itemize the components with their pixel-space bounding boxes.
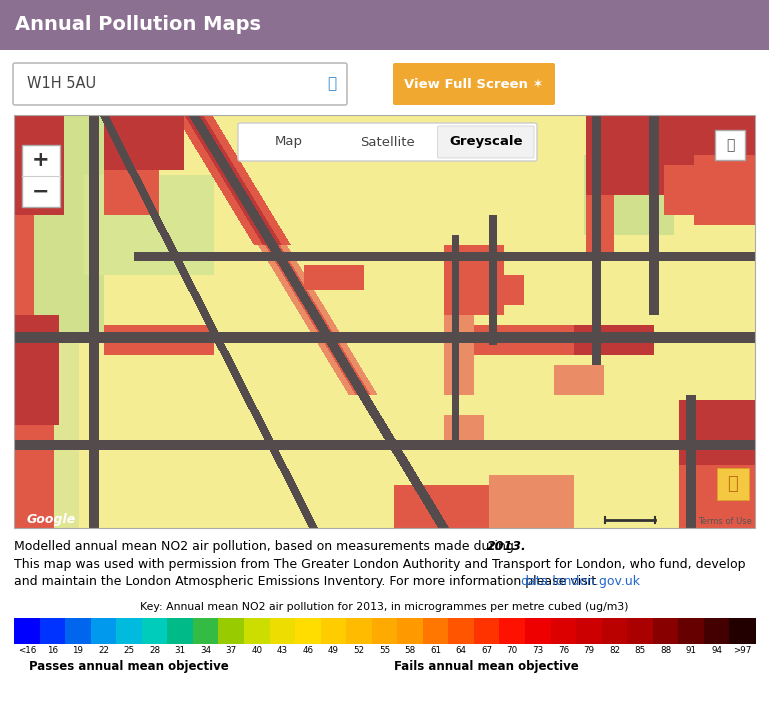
Bar [423, 618, 449, 644]
Bar [0, 0, 769, 50]
Text: 91: 91 [686, 646, 697, 655]
Bar [601, 618, 628, 644]
Text: <16: <16 [18, 646, 36, 655]
Bar [500, 618, 525, 644]
Text: 88: 88 [660, 646, 671, 655]
Text: +: + [32, 150, 50, 170]
Bar [653, 618, 679, 644]
Text: 🔍: 🔍 [327, 77, 336, 92]
Text: 82: 82 [609, 646, 620, 655]
FancyBboxPatch shape [238, 123, 537, 161]
Bar [576, 618, 602, 644]
Text: −: − [32, 182, 50, 202]
Text: 76: 76 [558, 646, 569, 655]
Bar [730, 618, 755, 644]
Text: 🚶: 🚶 [727, 475, 738, 493]
Bar [116, 618, 142, 644]
FancyBboxPatch shape [438, 126, 534, 158]
Text: 40: 40 [251, 646, 262, 655]
Text: 28: 28 [149, 646, 160, 655]
Bar [704, 618, 730, 644]
Text: 2013.: 2013. [487, 540, 527, 553]
Bar [218, 618, 245, 644]
Text: and maintain the London Atmospheric Emissions Inventory. For more information pl: and maintain the London Atmospheric Emis… [14, 575, 600, 588]
Text: 73: 73 [532, 646, 544, 655]
Text: 79: 79 [584, 646, 594, 655]
Bar [398, 618, 423, 644]
Text: 61: 61 [430, 646, 441, 655]
Text: Annual Pollution Maps: Annual Pollution Maps [15, 16, 261, 34]
Text: Satellite: Satellite [360, 136, 414, 149]
Text: Map: Map [275, 136, 303, 149]
Bar [269, 618, 295, 644]
Bar [22, 145, 60, 207]
Text: >97: >97 [733, 646, 751, 655]
Bar [715, 130, 745, 160]
Bar [448, 618, 474, 644]
Text: Key: Annual mean NO2 air pollution for 2013, in microgrammes per metre cubed (ug: Key: Annual mean NO2 air pollution for 2… [140, 602, 629, 612]
Text: 64: 64 [456, 646, 467, 655]
Bar [551, 618, 577, 644]
Text: Passes annual mean objective: Passes annual mean objective [29, 660, 229, 673]
Text: View Full Screen ✶: View Full Screen ✶ [404, 77, 544, 91]
Bar [14, 115, 755, 528]
Text: W1H 5AU: W1H 5AU [27, 77, 96, 92]
FancyBboxPatch shape [393, 63, 555, 105]
Text: 70: 70 [507, 646, 518, 655]
Bar [168, 618, 193, 644]
Text: 85: 85 [634, 646, 646, 655]
Text: 94: 94 [711, 646, 722, 655]
Text: 37: 37 [225, 646, 237, 655]
Text: 58: 58 [404, 646, 416, 655]
Text: This map was used with permission from The Greater London Authority and Transpor: This map was used with permission from T… [14, 558, 745, 571]
Text: 22: 22 [98, 646, 109, 655]
Text: Terms of Use: Terms of Use [698, 516, 752, 526]
Text: 19: 19 [72, 646, 83, 655]
Bar [295, 618, 321, 644]
Bar [628, 618, 654, 644]
Bar [65, 618, 92, 644]
Bar [474, 618, 500, 644]
Text: Google: Google [27, 513, 76, 526]
Bar [321, 618, 347, 644]
Bar [193, 618, 219, 644]
Text: Fails annual mean objective: Fails annual mean objective [394, 660, 579, 673]
Bar [525, 618, 551, 644]
Bar [244, 618, 270, 644]
Text: Greyscale: Greyscale [449, 136, 523, 149]
Text: 67: 67 [481, 646, 492, 655]
Text: 55: 55 [379, 646, 390, 655]
Text: 16: 16 [47, 646, 58, 655]
Bar [39, 618, 65, 644]
Text: 46: 46 [302, 646, 313, 655]
Text: data.london.gov.uk: data.london.gov.uk [520, 575, 640, 588]
Text: 52: 52 [354, 646, 365, 655]
Text: 25: 25 [123, 646, 135, 655]
Bar [141, 618, 168, 644]
Text: Modelled annual mean NO2 air pollution, based on measurements made during: Modelled annual mean NO2 air pollution, … [14, 540, 518, 553]
Text: ⛶: ⛶ [726, 138, 734, 152]
Text: 43: 43 [277, 646, 288, 655]
Bar [14, 618, 40, 644]
FancyBboxPatch shape [13, 63, 347, 105]
Bar [91, 618, 117, 644]
Bar [346, 618, 372, 644]
Text: 49: 49 [328, 646, 339, 655]
Bar [717, 468, 749, 500]
Text: 34: 34 [200, 646, 211, 655]
Bar [678, 618, 704, 644]
Text: 31: 31 [175, 646, 185, 655]
Bar [371, 618, 398, 644]
